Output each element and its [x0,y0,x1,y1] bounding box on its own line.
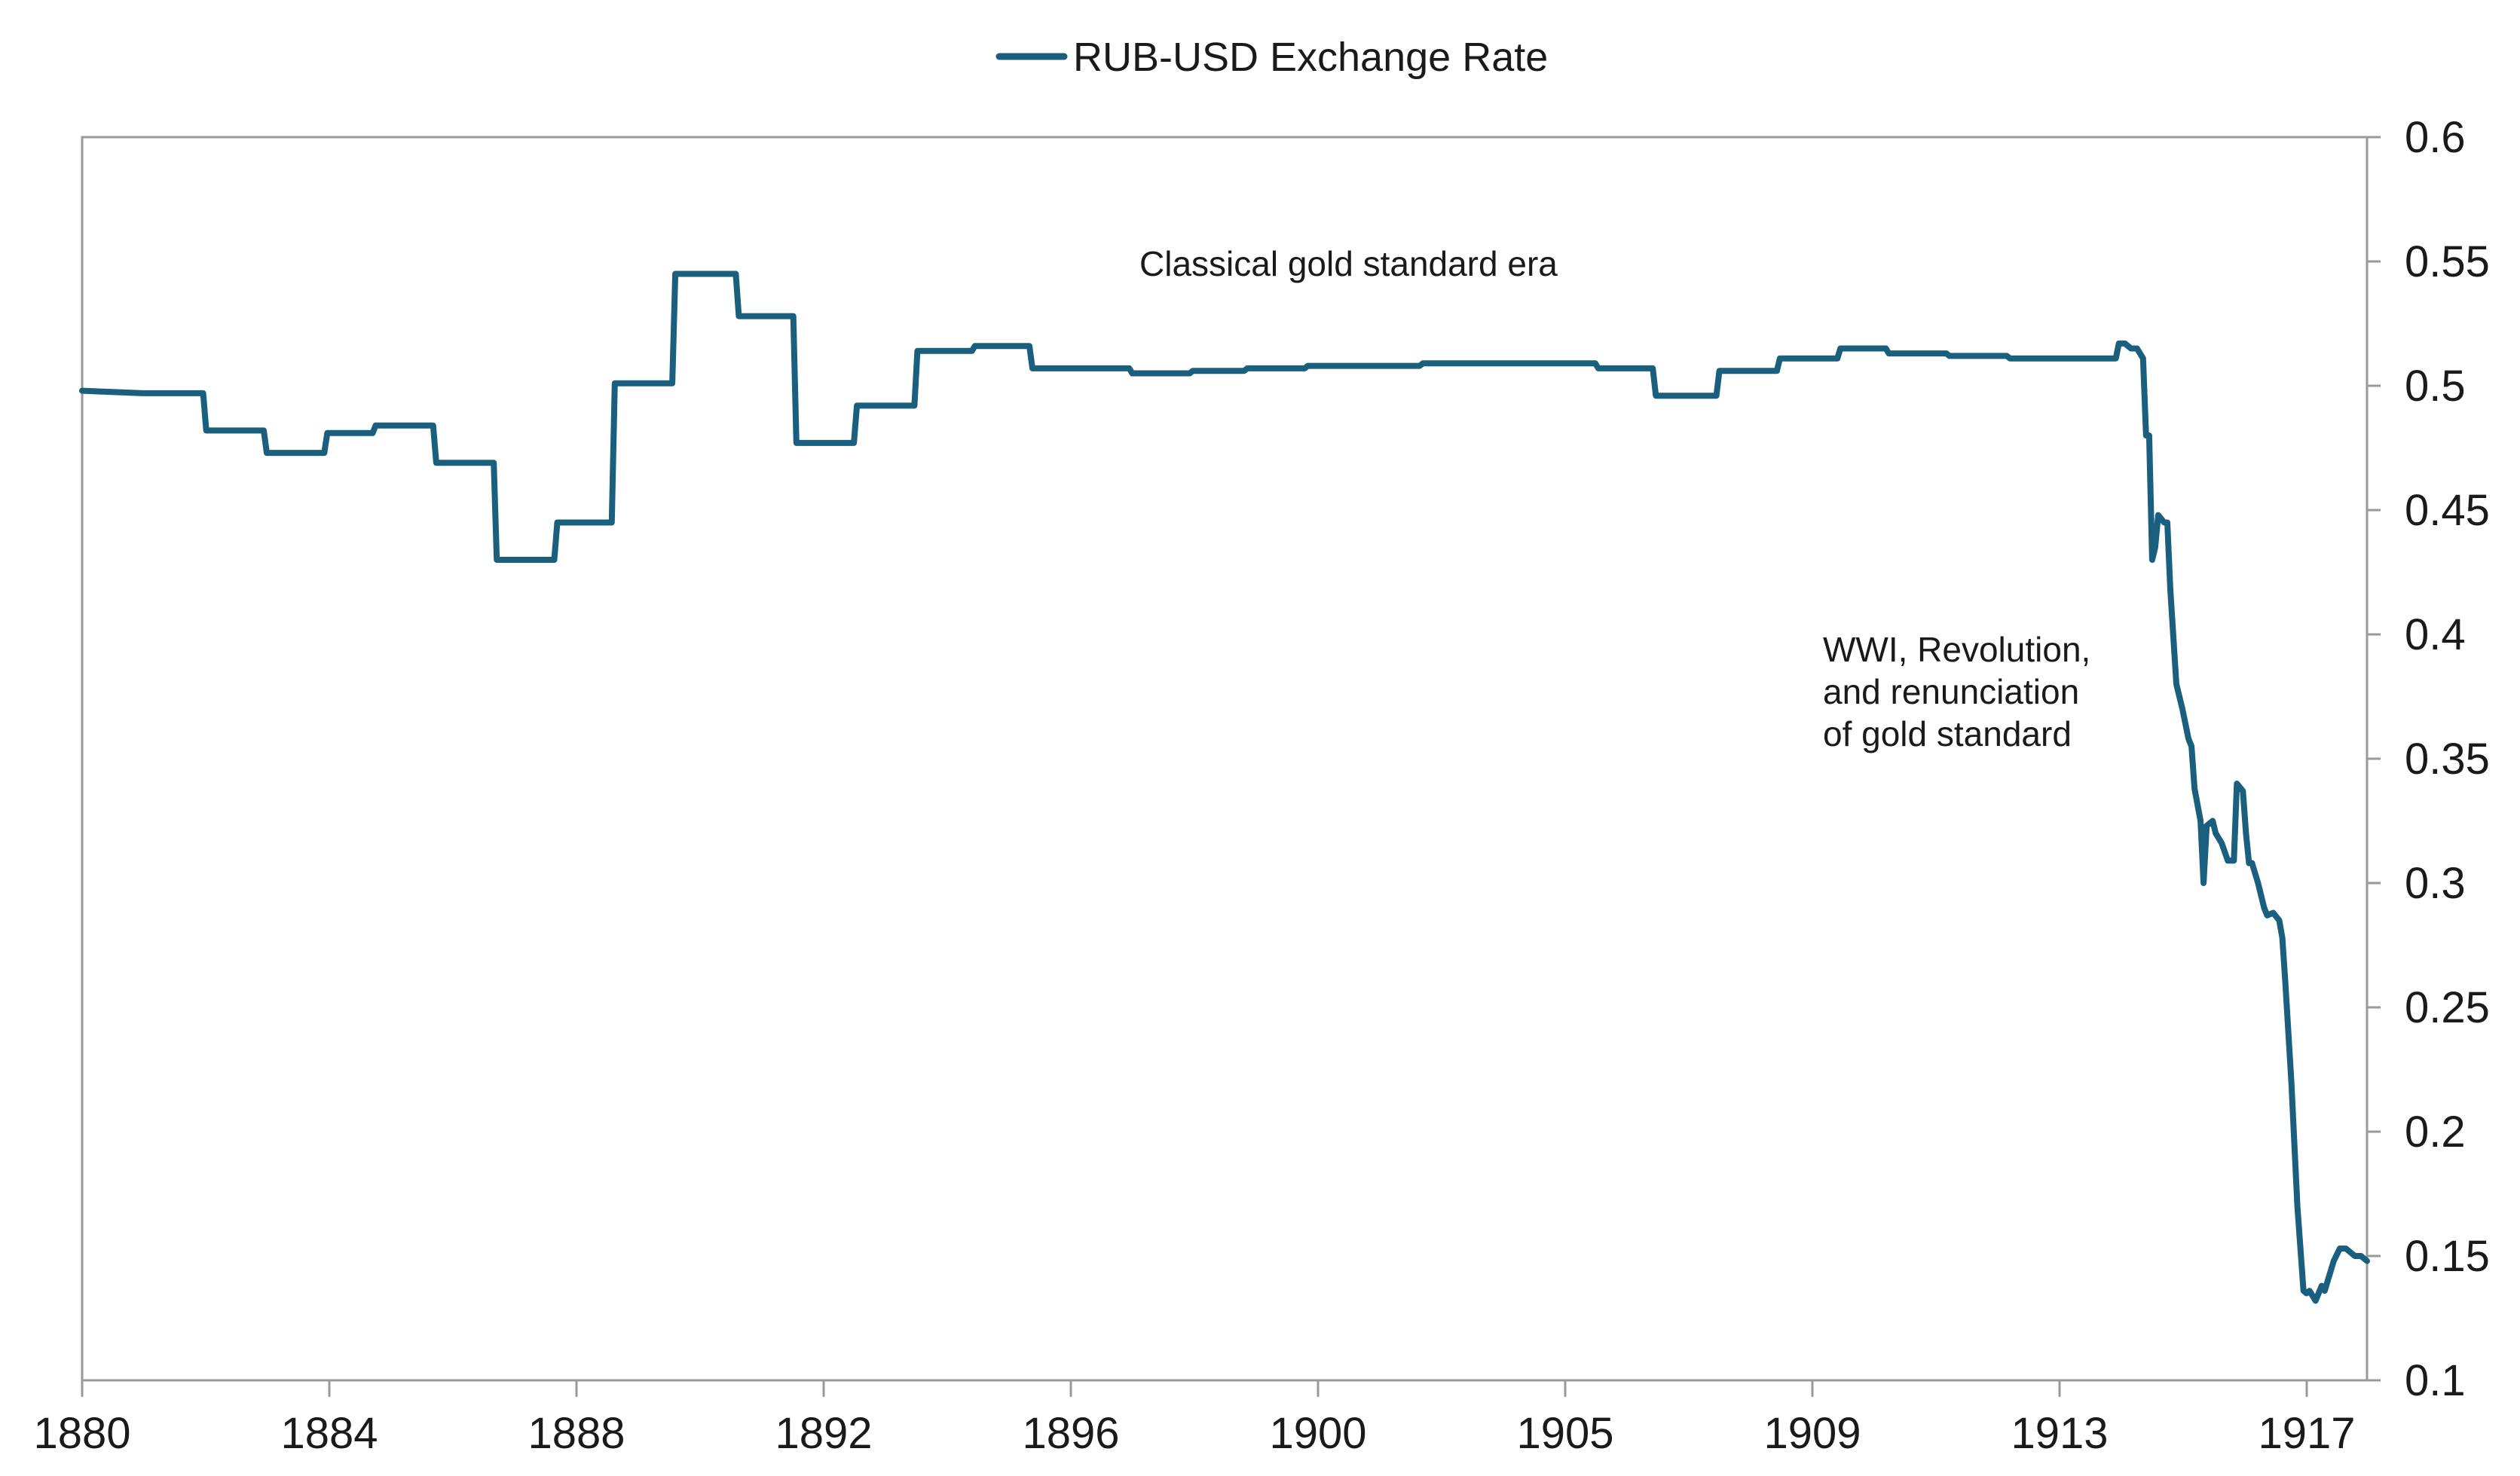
annotation-text: Classical gold standard era [1139,244,1558,283]
x-tick-label: 1913 [2011,1409,2108,1458]
y-tick-label: 0.55 [2405,237,2490,286]
plot-area [81,136,2369,1382]
y-tick-label: 0.35 [2405,735,2490,784]
annotation-text: and renunciation [1823,672,2079,711]
x-tick-label: 1892 [775,1409,872,1458]
annotation-text: of gold standard [1823,714,2072,753]
y-tick-label: 0.1 [2405,1356,2466,1405]
y-tick-label: 0.6 [2405,113,2466,162]
annotation-text: WWI, Revolution, [1823,630,2090,669]
y-tick-label: 0.4 [2405,610,2466,659]
axes: 0.1 0.15 0.2 0.25 0.3 0.35 0.4 0.45 0.5 0.55 0.6 18… [33,113,2489,1458]
x-tick-label: 1884 [280,1409,378,1458]
series-line-rub-usd [79,270,2370,1304]
y-tick-label: 0.5 [2405,362,2466,411]
legend: RUB-USD Exchange Rate [995,35,1548,80]
x-tick-label: 1880 [33,1409,130,1458]
legend-label: RUB-USD Exchange Rate [1073,35,1548,80]
x-tick-label: 1905 [1516,1409,1613,1458]
x-tick-label: 1917 [2258,1409,2355,1458]
annotations: Classical gold standard era WWI, Revoluti… [1139,244,2090,753]
y-tick-label: 0.15 [2405,1232,2490,1281]
y-tick-label: 0.25 [2405,983,2490,1032]
y-tick-label: 0.2 [2405,1108,2466,1157]
x-tick-label: 1888 [528,1409,625,1458]
y-tick-label: 0.3 [2405,859,2466,908]
series-layer [79,270,2370,1304]
y-tick-label: 0.45 [2405,486,2490,535]
x-tick-label: 1909 [1763,1409,1861,1458]
x-tick-label: 1896 [1022,1409,1119,1458]
x-tick-label: 1900 [1269,1409,1366,1458]
